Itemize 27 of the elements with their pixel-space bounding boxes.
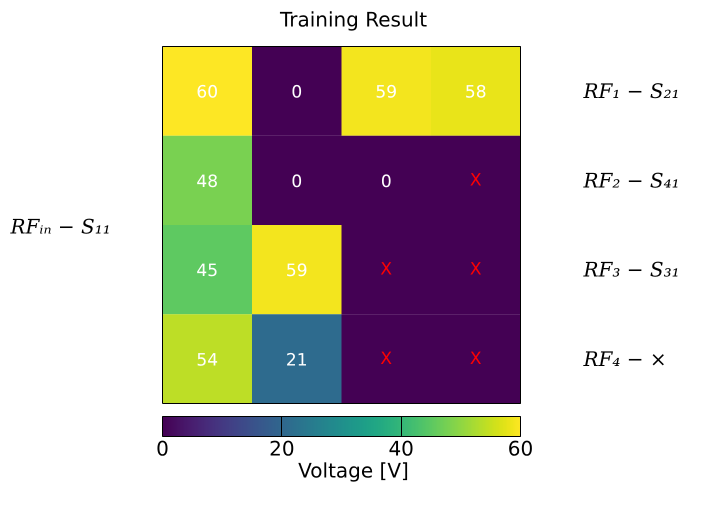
color-bar-label: 60 — [508, 436, 534, 460]
data-label: 59 — [375, 82, 398, 103]
color-bar-label: 20 — [269, 436, 295, 460]
data-label: X — [380, 260, 392, 280]
data-label: 59 — [286, 261, 308, 282]
y2-tick-label: RF₂ − S₄₁ — [582, 168, 680, 192]
data-label: 48 — [196, 172, 218, 192]
y2-tick-label: RF₁ − S₂₁ — [582, 79, 680, 104]
text: RFᵢₙ − S₁₁ — [10, 214, 111, 238]
data-label: 60 — [196, 82, 218, 103]
y2-tick-label: RF₃ − S₃₁ — [582, 258, 680, 282]
color-bar-title: Voltage [V] — [298, 458, 409, 482]
data-label: X — [470, 260, 482, 280]
data-label: 45 — [196, 261, 218, 282]
data-label: X — [380, 348, 392, 369]
chart-title: Training Result — [278, 8, 428, 32]
data-label: X — [470, 170, 482, 190]
data-label: 0 — [291, 82, 302, 103]
y2-tick-label: RF₄ − × — [582, 346, 667, 371]
data-label: 21 — [286, 350, 308, 370]
data-label: 0 — [291, 172, 302, 192]
data-label: 0 — [380, 172, 392, 192]
color-bar-label: 40 — [388, 436, 414, 460]
data-label: X — [470, 348, 482, 369]
data-label: 58 — [464, 82, 487, 103]
color-bar-label: 0 — [156, 436, 169, 460]
data-label: 54 — [196, 350, 218, 370]
